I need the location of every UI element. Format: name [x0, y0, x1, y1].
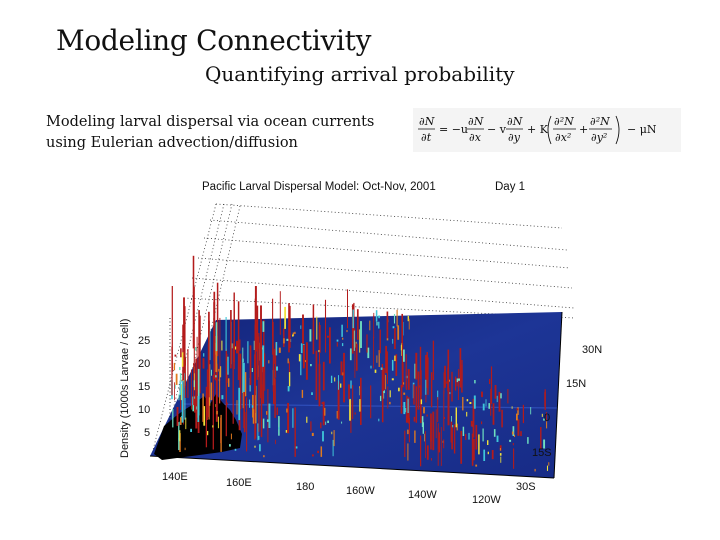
z-tick: 10 — [138, 404, 150, 416]
svg-text:∂y²: ∂y² — [591, 131, 607, 144]
lon-ticks: 140E 160E 180 160W 140W 120W — [162, 471, 501, 506]
svg-text:∂²N: ∂²N — [554, 115, 574, 128]
svg-text:∂N: ∂N — [507, 115, 523, 128]
lat-tick: 0 — [544, 412, 550, 424]
lat-axis — [553, 311, 563, 479]
lon-axis — [149, 455, 555, 479]
z-axis-label: Density (1000s Larvae / cell) — [119, 319, 131, 458]
svg-text:∂N: ∂N — [468, 115, 484, 128]
lat-tick: 15S — [532, 447, 552, 459]
svg-text:∂N: ∂N — [419, 115, 435, 128]
svg-text:− μN: − μN — [627, 123, 657, 136]
body-line-1: Modeling larval dispersal via ocean curr… — [46, 114, 375, 130]
body-text: Modeling larval dispersal via ocean curr… — [46, 112, 374, 154]
lat-ticks: 30N 15N 0 15S 30S — [516, 344, 602, 493]
svg-text:= −u: = −u — [439, 123, 468, 136]
lon-tick: 180 — [296, 481, 314, 493]
svg-text:∂y: ∂y — [508, 131, 521, 144]
lat-tick: 30S — [516, 481, 536, 493]
density-peaks — [171, 255, 550, 472]
advection-diffusion-equation: ∂N ∂t = −u ∂N ∂x − v ∂N ∂y + K ∂²N ∂x² + ∂²N… — [413, 108, 681, 152]
svg-text:+: + — [579, 123, 588, 136]
z-tick: 20 — [138, 358, 150, 370]
dispersal-model-figure: Pacific Larval Dispersal Model: Oct-Nov,… — [112, 158, 618, 540]
lon-tick: 160E — [226, 477, 252, 489]
lon-tick: 140W — [408, 489, 437, 501]
lat-tick: 30N — [582, 344, 602, 356]
body-line-2: using Eulerian advection/diffusion — [46, 135, 298, 151]
svg-text:∂x²: ∂x² — [555, 131, 571, 144]
z-tick: 15 — [138, 381, 150, 393]
svg-text:∂x: ∂x — [469, 131, 482, 144]
svg-text:∂t: ∂t — [421, 131, 432, 144]
slide-title: Modeling Connectivity — [56, 24, 372, 57]
ocean-surface — [150, 312, 562, 478]
lon-tick: 140E — [162, 471, 188, 483]
z-tick: 25 — [138, 335, 150, 347]
day-label: Day 1 — [495, 181, 525, 193]
z-tick: 5 — [144, 427, 150, 439]
svg-text:− v: − v — [487, 123, 507, 136]
lon-tick: 160W — [346, 485, 375, 497]
lat-tick: 15N — [566, 378, 586, 390]
svg-text:∂²N: ∂²N — [590, 115, 610, 128]
svg-text:+ K: + K — [527, 123, 549, 136]
figure-title: Pacific Larval Dispersal Model: Oct-Nov,… — [202, 181, 436, 193]
lon-tick: 120W — [472, 494, 501, 506]
slide-subtitle: Quantifying arrival probability — [205, 62, 515, 86]
z-axis-ticks: 25 20 15 10 5 — [138, 335, 150, 439]
